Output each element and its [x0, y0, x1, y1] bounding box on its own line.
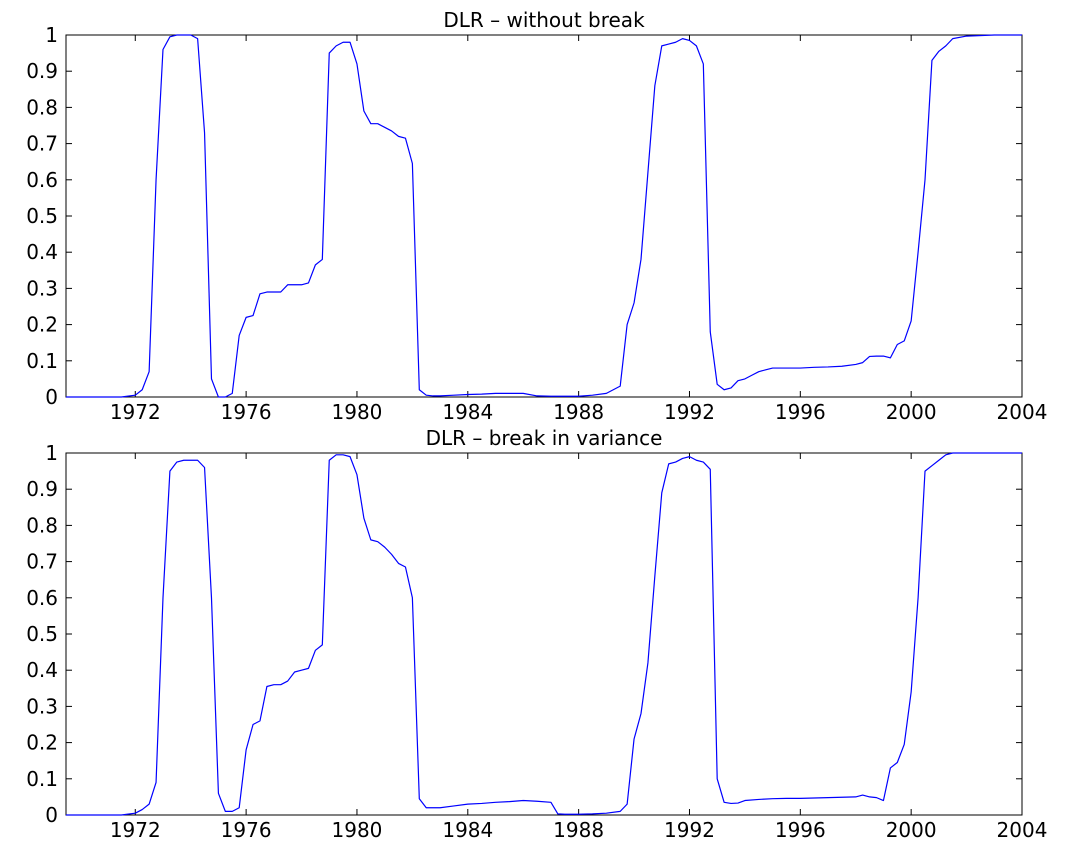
- y-tick-label: 0.1: [26, 349, 58, 373]
- y-tick-label: 0.6: [26, 168, 58, 192]
- axes: 1972 1976 1980 1984 1988 1992 1996 2000 2004 0 0.1…: [26, 441, 1047, 842]
- chart-panel-without-break: DLR – without break 1972 1976 1980 1984 1988…: [26, 8, 1047, 424]
- y-tick-label: 0.6: [26, 586, 58, 610]
- y-tick-label: 0.4: [26, 240, 58, 264]
- x-tick-label: 1992: [664, 400, 715, 424]
- x-tick-label: 1988: [553, 400, 604, 424]
- y-tick-label: 0.9: [26, 477, 58, 501]
- x-tick-label: 2004: [997, 400, 1048, 424]
- series-line: [66, 34, 1022, 398]
- x-tick-label: 1972: [110, 400, 161, 424]
- axes: 1972 1976 1980 1984 1988 1992 1996 2000 2004 0 0.1…: [26, 23, 1047, 424]
- x-tick-label: 1996: [775, 400, 826, 424]
- y-tick-label: 0.5: [26, 204, 58, 228]
- chart-title: DLR – break in variance: [426, 426, 663, 450]
- y-tick-label: 0.9: [26, 59, 58, 83]
- y-tick-label: 0.2: [26, 731, 58, 755]
- chart-title: DLR – without break: [443, 8, 645, 32]
- x-tick-label: 2000: [886, 818, 937, 842]
- x-tick-label: 1992: [664, 818, 715, 842]
- plot-frame: [65, 34, 1023, 398]
- x-tick-label: 2000: [886, 400, 937, 424]
- x-tick-label: 2004: [997, 818, 1048, 842]
- x-tick-label: 1976: [221, 818, 272, 842]
- y-tick-label: 0.8: [26, 95, 58, 119]
- chart-panel-break-in-variance: DLR – break in variance 1972 1976 1980 1984…: [26, 426, 1047, 842]
- y-tick-label: 0: [45, 385, 58, 409]
- x-tick-label: 1984: [442, 400, 493, 424]
- x-tick-label: 1988: [553, 818, 604, 842]
- x-tick-label: 1984: [442, 818, 493, 842]
- y-tick-label: 0.1: [26, 767, 58, 791]
- y-tick-label: 0.8: [26, 513, 58, 537]
- y-tick-label: 0.7: [26, 550, 58, 574]
- y-tick-label: 0.5: [26, 622, 58, 646]
- x-tick-label: 1996: [775, 818, 826, 842]
- y-tick-label: 0.3: [26, 276, 58, 300]
- series-line: [66, 452, 1022, 816]
- y-tick-label: 0.7: [26, 132, 58, 156]
- y-tick-label: 0: [45, 803, 58, 827]
- x-tick-label: 1980: [332, 818, 383, 842]
- y-tick-label: 0.2: [26, 313, 58, 337]
- y-tick-label: 0.3: [26, 694, 58, 718]
- y-tick-label: 1: [45, 23, 58, 47]
- x-tick-label: 1972: [110, 818, 161, 842]
- y-tick-label: 0.4: [26, 658, 58, 682]
- x-tick-label: 1976: [221, 400, 272, 424]
- plot-frame: [65, 452, 1023, 816]
- y-tick-label: 1: [45, 441, 58, 465]
- x-tick-label: 1980: [332, 400, 383, 424]
